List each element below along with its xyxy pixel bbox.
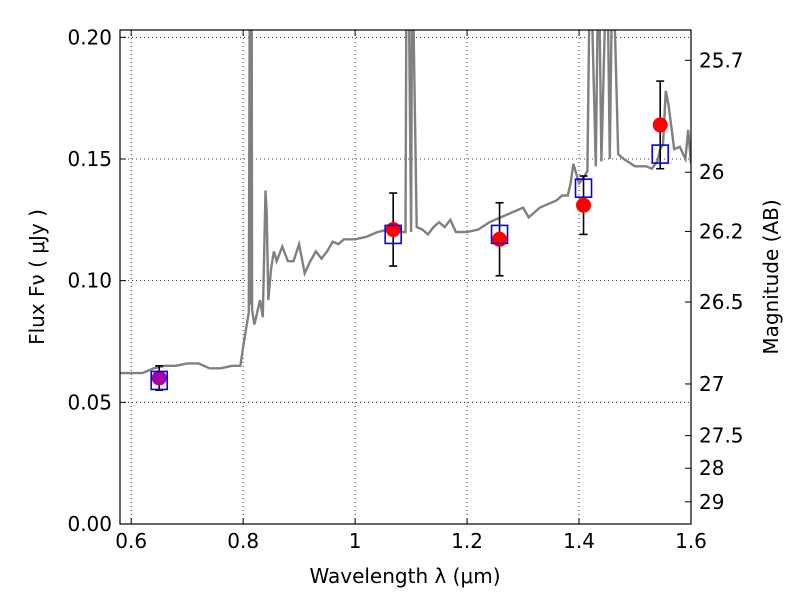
magnitude-tick-label: 25.7 <box>699 48 744 72</box>
optical-point <box>151 370 167 386</box>
model-photometry-points <box>150 144 670 391</box>
observed-point <box>576 197 592 213</box>
x-tick-label: 1 <box>349 529 362 553</box>
magnitude-tick-label: 29 <box>699 490 724 514</box>
magnitude-tick-label: 26 <box>699 160 724 184</box>
x-axis-label: Wavelength λ (μm) <box>309 564 500 588</box>
model-photometry-square <box>651 144 670 164</box>
x-tick-label: 1.4 <box>563 529 595 553</box>
y-tick-label: 0.05 <box>67 390 112 414</box>
y-tick-label: 0.15 <box>67 147 112 171</box>
x-tick-label: 1.2 <box>451 529 483 553</box>
observed-point <box>385 222 401 238</box>
magnitude-tick-label: 27 <box>699 372 724 396</box>
magnitude-axis-label: Magnitude (AB) <box>759 199 783 354</box>
y-axis-ticks: 0.00 0.05 0.10 0.15 0.20 <box>67 25 126 536</box>
model-photometry-square <box>574 178 593 198</box>
magnitude-tick-label: 26.5 <box>699 290 744 314</box>
model-photometry-square <box>384 224 402 245</box>
observed-point <box>492 231 508 247</box>
model-spectrum-line <box>120 30 691 375</box>
y-tick-label: 0.00 <box>67 512 112 536</box>
magnitude-tick-label: 27.5 <box>699 424 744 448</box>
model-photometry-square <box>490 224 509 245</box>
model-photometry-square <box>150 370 168 391</box>
x-tick-label: 0.6 <box>115 529 147 553</box>
x-tick-label: 1.6 <box>675 529 707 553</box>
plot-frame <box>119 29 692 525</box>
magnitude-tick-label: 28 <box>699 456 724 480</box>
observed-point <box>652 117 668 133</box>
x-tick-label: 0.8 <box>227 529 259 553</box>
y-tick-label: 0.20 <box>67 25 112 49</box>
magnitude-tick-label: 26.2 <box>699 219 744 243</box>
magnitude-axis-ticks: 25.7 26 26.2 26.5 27 27.5 28 29 <box>685 48 744 514</box>
plot-area <box>120 30 691 391</box>
y-tick-label: 0.10 <box>67 269 112 293</box>
y-axis-label: Flux Fν ( μJy ) <box>25 209 49 345</box>
x-axis-ticks: 0.6 0.8 1 1.2 1.4 1.6 <box>115 30 707 553</box>
